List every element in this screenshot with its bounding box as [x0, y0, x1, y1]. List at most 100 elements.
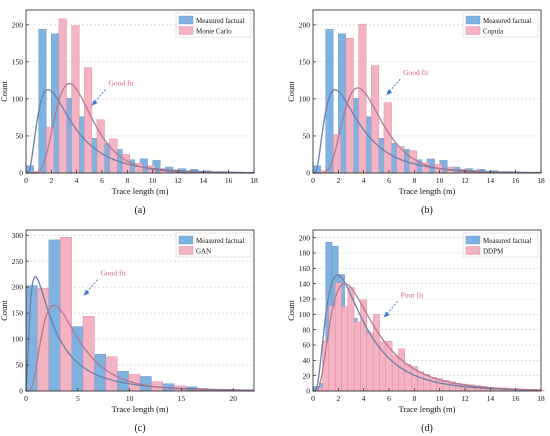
- y-tick-label: 200: [299, 20, 311, 29]
- measured-bar: [94, 353, 107, 392]
- legend-swatch: [465, 15, 481, 25]
- y-tick-label: 50: [16, 132, 24, 141]
- x-tick-label: 14: [487, 394, 495, 403]
- legend-swatch: [178, 246, 194, 255]
- legend-label: Measured factual: [196, 17, 244, 25]
- x-tick-label: 0: [24, 394, 28, 403]
- measured-bar: [25, 285, 38, 392]
- plot-frame: [25, 9, 255, 174]
- y-axis-label: Count: [0, 80, 9, 101]
- fit-annotation: Good fit: [403, 68, 429, 77]
- x-tick-label: 6: [387, 176, 391, 185]
- panel-d: 0 2 4 6 8 10 12 14 16 180204060801001201401601802…: [286, 229, 545, 434]
- legend: Measured factual Monte Carlo: [175, 12, 252, 38]
- generated-bar: [409, 150, 418, 174]
- measured-fit-curve: [312, 89, 542, 174]
- y-axis-label: Count: [286, 80, 296, 101]
- generated-bar: [383, 102, 392, 174]
- annotation-arrowhead: [383, 311, 390, 318]
- x-tick-label: 6: [100, 176, 104, 185]
- panel-label: (a): [134, 205, 145, 216]
- y-tick-label: 160: [299, 264, 311, 273]
- generated-fit-curve: [26, 304, 254, 392]
- x-tick-label: 8: [125, 176, 129, 185]
- y-tick-label: 80: [303, 325, 311, 334]
- legend: Measured factual GAN: [175, 232, 252, 258]
- y-tick-label: 0: [19, 169, 23, 178]
- fit-annotation: Good fit: [100, 269, 126, 278]
- legend-label: Measured factual: [196, 237, 244, 245]
- generated-bar: [358, 23, 367, 174]
- y-tick-label: 150: [299, 57, 311, 66]
- x-tick-label: 0: [311, 176, 315, 185]
- annotation-arrowhead: [83, 289, 90, 296]
- panel-a: 0 2 4 6 8 10 12 14 16 18 0 50 100 150 200 Trace length …: [0, 9, 258, 216]
- panel-label: (c): [134, 423, 145, 434]
- y-tick-label: 200: [12, 283, 24, 292]
- y-tick-label: 0: [306, 169, 310, 178]
- y-tick-label: 200: [12, 20, 24, 29]
- y-tick-label: 200: [299, 233, 311, 242]
- measured-bar: [325, 29, 334, 174]
- legend-swatch: [178, 235, 194, 245]
- generated-bar: [328, 305, 336, 392]
- x-tick-label: 15: [178, 394, 186, 403]
- legend-swatch: [465, 235, 481, 245]
- generated-bar: [341, 306, 349, 392]
- generated-bar: [366, 332, 374, 392]
- x-tick-label: 16: [225, 176, 233, 185]
- x-tick-label: 2: [336, 176, 340, 185]
- x-tick-label: 16: [512, 394, 520, 403]
- y-tick-label: 0: [19, 387, 23, 396]
- y-tick-label: 50: [16, 361, 24, 370]
- x-tick-label: 5: [76, 394, 80, 403]
- x-axis-label: Trace length (m): [399, 186, 456, 196]
- x-tick-label: 10: [436, 176, 444, 185]
- panel-label: (d): [421, 423, 433, 434]
- measured-bar: [38, 29, 47, 174]
- generated-fit-curve: [313, 282, 541, 392]
- x-tick-label: 0: [311, 394, 315, 403]
- generated-bar: [404, 363, 412, 392]
- annotation-arrowhead: [386, 89, 393, 96]
- x-tick-label: 8: [412, 176, 416, 185]
- legend-label: Measured factual: [483, 17, 531, 25]
- x-tick-label: 10: [149, 176, 157, 185]
- y-tick-label: 250: [12, 257, 24, 266]
- generated-bar: [417, 371, 425, 392]
- y-tick-label: 100: [12, 335, 24, 344]
- panel-b: 0 2 4 6 8 10 12 14 16 18 0 50 100 150 200 Trace length …: [286, 9, 545, 216]
- generated-bar: [71, 25, 80, 174]
- x-tick-label: 2: [336, 394, 340, 403]
- y-tick-label: 0: [306, 387, 310, 396]
- generated-bar: [334, 282, 342, 392]
- x-tick-label: 14: [200, 176, 208, 185]
- legend-label: Measured factual: [483, 237, 531, 245]
- x-tick-label: 12: [461, 394, 469, 403]
- generated-bar: [96, 119, 105, 174]
- legend-label: DDPM: [483, 248, 504, 256]
- panel-label: (b): [421, 205, 433, 216]
- generated-bar: [429, 377, 437, 392]
- y-tick-label: 100: [12, 95, 24, 104]
- x-tick-label: 18: [537, 394, 545, 403]
- y-axis-label: Count: [286, 299, 296, 320]
- legend: Measured factual Copula: [462, 12, 539, 38]
- generated-bar: [385, 340, 393, 392]
- generated-bar: [391, 355, 399, 392]
- generated-bar: [60, 237, 72, 392]
- x-axis-label: Trace length (m): [112, 186, 169, 196]
- y-tick-label: 100: [299, 95, 311, 104]
- plot-frame: [312, 229, 542, 392]
- x-tick-label: 6: [387, 394, 391, 403]
- x-tick-label: 2: [49, 176, 53, 185]
- y-tick-label: 50: [303, 132, 311, 141]
- generated-bar: [109, 138, 118, 174]
- legend-label: GAN: [196, 248, 211, 256]
- x-axis-label: Trace length (m): [399, 404, 456, 414]
- x-tick-label: 12: [174, 176, 182, 185]
- fit-annotation: Poor fit: [401, 290, 425, 299]
- x-tick-label: 12: [461, 176, 469, 185]
- legend-swatch: [465, 26, 481, 35]
